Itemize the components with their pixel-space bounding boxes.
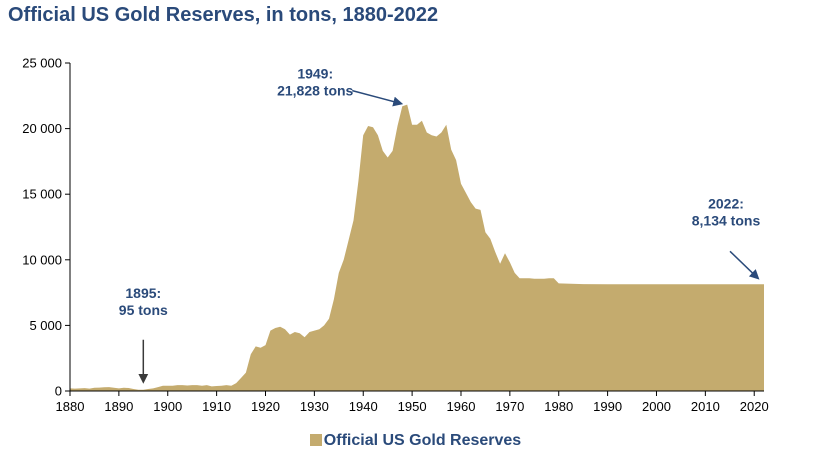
annotation-year: 2022: [708,195,744,211]
annotation-arrow [729,250,760,280]
x-tick-label: 1950 [398,399,427,414]
annotation-value: 8,134 tons [692,212,761,228]
chart-title: Official US Gold Reserves, in tons, 1880… [8,4,439,26]
annotation-value: 21,828 tons [277,83,353,99]
x-tick-label: 2000 [642,399,671,414]
x-tick-label: 1990 [593,399,622,414]
x-tick-label: 1960 [447,399,476,414]
y-tick-label: 10 000 [22,252,62,267]
y-tick-label: 5 000 [29,318,62,333]
x-tick-label: 1890 [104,399,133,414]
y-tick-label: 20 000 [22,121,62,136]
x-tick-label: 1980 [544,399,573,414]
annotation-year: 1895: [125,285,161,301]
annotation-1895: 1895:95 tons [119,285,168,384]
y-tick-label: 25 000 [22,56,62,71]
x-tick-label: 1920 [251,399,280,414]
legend: Official US Gold Reserves [0,432,831,450]
series-area [70,104,764,391]
annotation-1949: 1949:21,828 tons [277,66,404,107]
legend-swatch [309,434,322,446]
x-tick-label: 1900 [153,399,182,414]
y-tick-label: 0 [55,384,62,399]
annotation-year: 1949: [297,66,333,82]
x-tick-label: 1940 [349,399,378,414]
x-tick-label: 1930 [300,399,329,414]
x-tick-label: 1970 [495,399,524,414]
annotation-arrow [352,89,404,107]
x-tick-label: 1880 [56,399,85,414]
annotation-value: 95 tons [119,302,168,318]
x-tick-label: 2020 [740,399,769,414]
annotation-2022: 2022:8,134 tons [692,195,761,280]
y-tick-label: 15 000 [22,187,62,202]
x-tick-label: 2010 [691,399,720,414]
legend-label: Official US Gold Reserves [323,432,522,449]
x-tick-label: 1910 [202,399,231,414]
